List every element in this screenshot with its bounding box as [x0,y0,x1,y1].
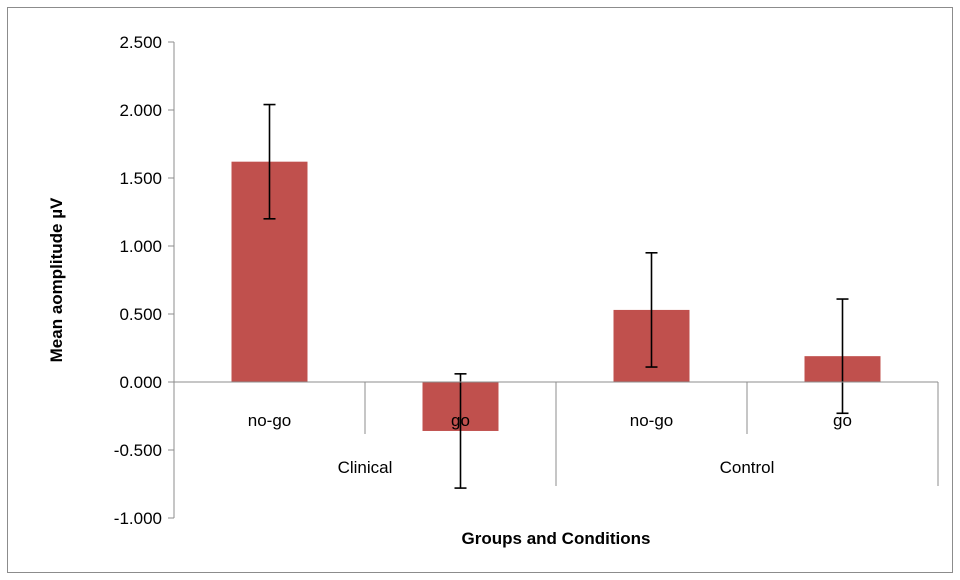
y-tick-label: -1.000 [114,509,162,528]
y-tick-label: 2.000 [119,101,162,120]
axes [173,42,939,518]
x-category-label: go [451,411,470,430]
y-tick-label: 1.000 [119,237,162,256]
x-group-label: Clinical [338,458,393,477]
x-axis-groups: Clinical Control [338,458,775,477]
x-category-label: go [833,411,852,430]
y-tick-label: 0.000 [119,373,162,392]
bar-chart: 2.500 2.000 1.500 1.000 0.500 0.000 -0.500 -1.0… [47,33,939,548]
error-bars [263,103,849,489]
x-axis-categories: no-go go no-go go [248,411,852,430]
y-tick-label: 0.500 [119,305,162,324]
y-tick-label: 1.500 [119,169,162,188]
x-axis-title: Groups and Conditions [462,529,651,548]
y-axis-title: Mean aomplitude µV [47,197,66,362]
x-group-label: Control [720,458,775,477]
x-category-label: no-go [630,411,673,430]
y-tick-label: -0.500 [114,441,162,460]
x-category-label: no-go [248,411,291,430]
y-tick-label: 2.500 [119,33,162,52]
y-axis-ticks: 2.500 2.000 1.500 1.000 0.500 0.000 -0.500 -1.0… [114,33,174,528]
chart-area: 2.500 2.000 1.500 1.000 0.500 0.000 -0.500 -1.0… [7,7,953,573]
